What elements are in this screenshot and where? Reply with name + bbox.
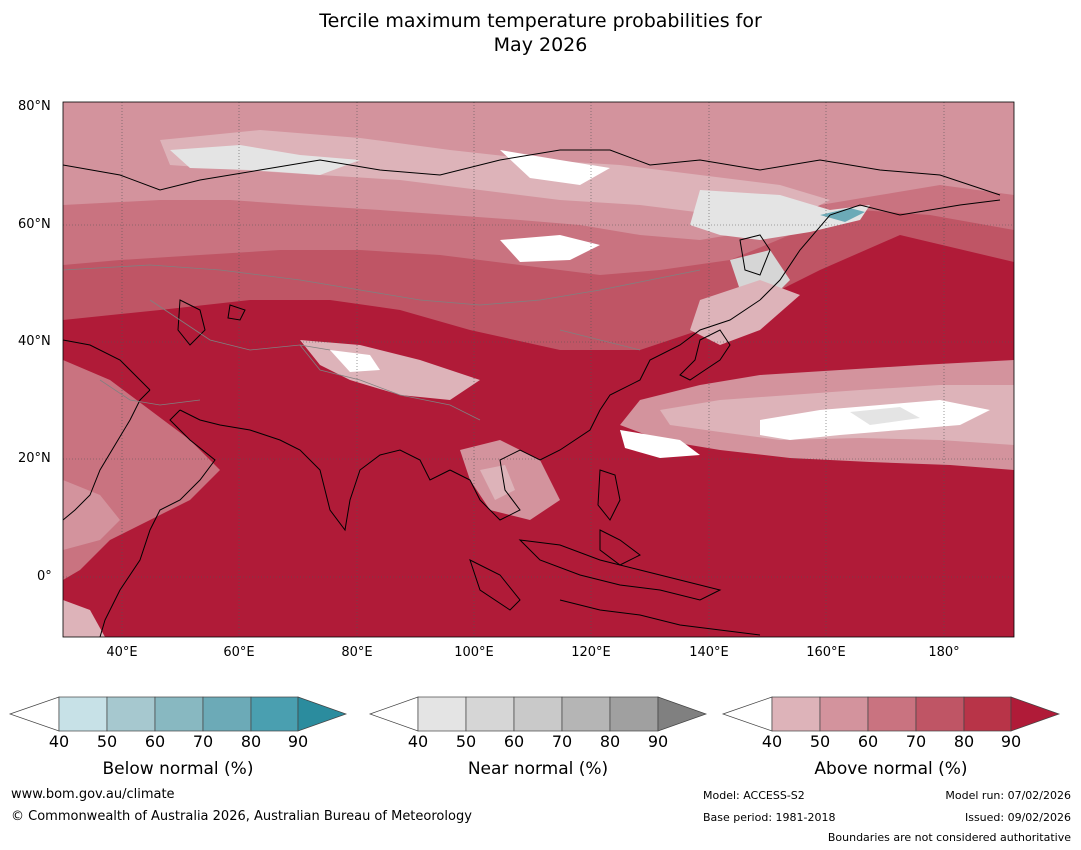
above-swatch-70	[915, 696, 965, 732]
lat-label-60n: 60°N	[18, 217, 51, 232]
lon-label-140e: 140°E	[689, 645, 729, 660]
lon-label-60e: 60°E	[223, 645, 255, 660]
colorbar-below-normal	[8, 696, 348, 732]
below-swatch-70	[202, 696, 252, 732]
lon-label-160e: 160°E	[806, 645, 846, 660]
map-frame	[62, 101, 1015, 638]
lon-label-120e: 120°E	[571, 645, 611, 660]
colorbar-above-normal	[721, 696, 1061, 732]
below-tick-70: 70	[192, 732, 214, 751]
below-normal-title: Below normal (%)	[102, 759, 254, 779]
above-tick-60: 60	[857, 732, 879, 751]
footer-url[interactable]: www.bom.gov.au/climate	[11, 787, 175, 802]
lon-label-180: 180°	[928, 645, 960, 660]
lat-label-20n: 20°N	[18, 451, 51, 466]
near-normal-title: Near normal (%)	[467, 759, 609, 779]
footer-model: Model: ACCESS-S2	[703, 789, 805, 802]
lon-label-40e: 40°E	[106, 645, 138, 660]
map-subtitle: May 2026	[493, 34, 588, 56]
lat-label-80n: 80°N	[18, 99, 51, 114]
near-tick-70: 70	[551, 732, 573, 751]
near-swatch-80	[609, 696, 659, 732]
near-swatch-40	[417, 696, 467, 732]
above-tick-90: 90	[1000, 732, 1022, 751]
above-swatch-40	[771, 696, 821, 732]
colorbar-near-normal	[368, 696, 708, 732]
below-tick-40: 40	[48, 732, 70, 751]
above-swatch-60	[867, 696, 917, 732]
near-swatch-50	[465, 696, 515, 732]
above-swatch-90	[1010, 696, 1061, 732]
below-swatch-50	[106, 696, 156, 732]
near-tick-80: 80	[599, 732, 621, 751]
coastlines	[63, 149, 1001, 637]
near-swatch-70	[561, 696, 611, 732]
map-title: Tercile maximum temperature probabilitie…	[319, 10, 762, 32]
above-swatch-50	[819, 696, 869, 732]
lat-label-0: 0°	[37, 569, 52, 584]
graticule	[63, 102, 1014, 637]
country-boundaries	[63, 264, 701, 421]
footer-base-period: Base period: 1981-2018	[703, 811, 836, 824]
near-swatch-90	[657, 696, 708, 732]
below-tick-50: 50	[96, 732, 118, 751]
below-swatch-90	[297, 696, 348, 732]
near-tick-60: 60	[503, 732, 525, 751]
lat-label-40n: 40°N	[18, 334, 51, 349]
near-tick-90: 90	[647, 732, 669, 751]
footer-model-run: Model run: 07/02/2026	[945, 789, 1071, 802]
above-swatch-80	[963, 696, 1012, 732]
footer-disclaimer: Boundaries are not considered authoritat…	[827, 831, 1071, 844]
footer-issued: Issued: 09/02/2026	[964, 811, 1071, 824]
probability-field	[63, 102, 1014, 637]
near-swatch-60	[513, 696, 563, 732]
below-tick-80: 80	[240, 732, 262, 751]
below-tick-90: 90	[287, 732, 309, 751]
above-normal-title: Above normal (%)	[814, 759, 968, 779]
lon-label-100e: 100°E	[454, 645, 494, 660]
lon-label-80e: 80°E	[341, 645, 373, 660]
below-swatch-80	[250, 696, 299, 732]
below-swatch-40	[58, 696, 108, 732]
above-tick-80: 80	[953, 732, 975, 751]
footer-copyright: © Commonwealth of Australia 2026, Austra…	[11, 809, 472, 824]
below-tick-60: 60	[144, 732, 166, 751]
near-tick-40: 40	[407, 732, 429, 751]
above-tick-70: 70	[905, 732, 927, 751]
near-tick-50: 50	[455, 732, 477, 751]
above-tick-50: 50	[809, 732, 831, 751]
below-swatch-60	[154, 696, 204, 732]
above-tick-40: 40	[761, 732, 783, 751]
